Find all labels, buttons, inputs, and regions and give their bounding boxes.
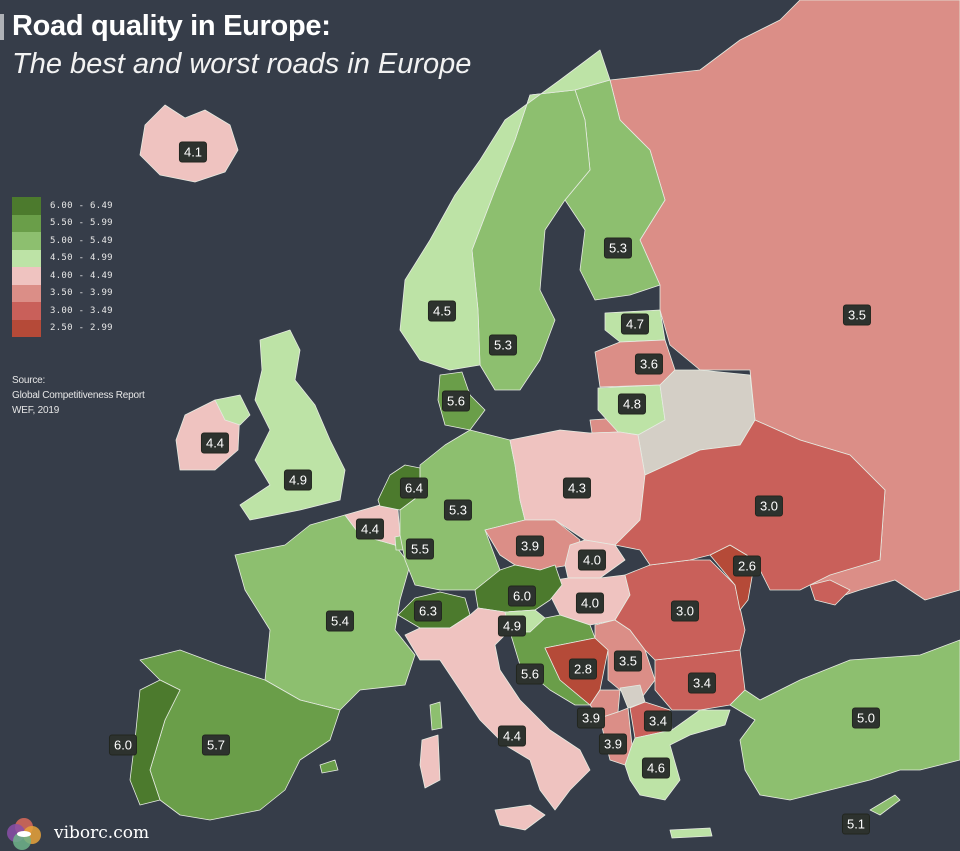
- region-italy[interactable]: [404, 607, 591, 811]
- legend-label: 4.00 - 4.49: [50, 270, 113, 281]
- value-label-moldova: 2.6: [732, 555, 762, 577]
- legend-label: 3.00 - 3.49: [50, 305, 113, 316]
- value-label-netherlands: 6.4: [399, 477, 429, 499]
- legend-item: 5.00 - 5.49: [12, 232, 113, 250]
- page-subtitle: The best and worst roads in Europe: [12, 48, 472, 80]
- region-northern-ireland: [214, 394, 251, 426]
- region-corsica: [429, 701, 443, 731]
- value-label-bosnia: 2.8: [568, 658, 598, 680]
- legend-label: 2.50 - 2.99: [50, 323, 113, 334]
- value-label-cyprus: 5.1: [841, 813, 871, 835]
- value-label-bulgaria: 3.4: [687, 672, 717, 694]
- legend-label: 6.00 - 6.49: [50, 200, 113, 211]
- value-label-montenegro: 3.9: [576, 707, 606, 729]
- value-label-ukraine: 3.0: [754, 495, 784, 517]
- value-label-austria: 6.0: [507, 585, 537, 607]
- region-norway[interactable]: [399, 49, 611, 371]
- value-label-italy: 4.4: [497, 725, 527, 747]
- region-france[interactable]: [234, 514, 416, 711]
- legend-item: 2.50 - 2.99: [12, 319, 113, 337]
- region-crimea: [809, 579, 851, 606]
- value-label-russia: 3.5: [842, 304, 872, 326]
- legend-item: 4.00 - 4.49: [12, 267, 113, 285]
- legend-swatch: [12, 249, 41, 267]
- value-label-albania: 3.9: [598, 733, 628, 755]
- value-label-luxembourg: 5.5: [405, 538, 435, 560]
- source-report: Global Competitiveness Report: [12, 390, 145, 401]
- value-label-france: 5.4: [325, 610, 355, 632]
- value-label-slovenia: 4.9: [497, 615, 527, 637]
- source-label: Source:: [12, 375, 46, 386]
- brand: viborc.com: [4, 815, 149, 851]
- value-label-macedonia: 3.4: [643, 710, 673, 732]
- value-label-lithuania: 4.8: [617, 393, 647, 415]
- region-sardinia: [419, 734, 441, 789]
- value-label-sweden: 5.3: [488, 334, 518, 356]
- legend-item: 4.50 - 4.99: [12, 249, 113, 267]
- value-label-romania: 3.0: [670, 600, 700, 622]
- region-portugal[interactable]: [129, 679, 181, 806]
- value-label-hungary: 4.0: [575, 592, 605, 614]
- legend-label: 4.50 - 4.99: [50, 253, 113, 264]
- value-label-denmark: 5.6: [441, 390, 471, 412]
- source-note: Source: Global Competitiveness Report WE…: [12, 373, 145, 418]
- brand-logo-icon: [7, 818, 41, 850]
- legend-swatch: [12, 214, 41, 232]
- legend-swatch: [12, 302, 41, 320]
- value-label-spain: 5.7: [201, 734, 231, 756]
- legend-swatch: [12, 267, 41, 285]
- value-label-croatia: 5.6: [515, 663, 545, 685]
- value-label-belgium: 4.4: [355, 518, 385, 540]
- region-cyprus[interactable]: [869, 794, 901, 816]
- value-label-turkey: 5.0: [851, 707, 881, 729]
- brand-name: viborc.com: [54, 823, 150, 843]
- legend-swatch: [12, 284, 41, 302]
- value-label-czech: 3.9: [515, 535, 545, 557]
- legend-swatch: [12, 319, 41, 337]
- value-label-finland: 5.3: [603, 237, 633, 259]
- page-title: Road quality in Europe:: [12, 10, 331, 42]
- value-label-switzerland: 6.3: [413, 600, 443, 622]
- legend-label: 3.50 - 3.99: [50, 288, 113, 299]
- region-balearic: [319, 759, 339, 774]
- value-label-estonia: 4.7: [620, 313, 650, 335]
- value-label-ireland: 4.4: [200, 432, 230, 454]
- legend-label: 5.00 - 5.49: [50, 235, 113, 246]
- legend-swatch: [12, 232, 41, 250]
- legend-swatch: [12, 197, 41, 215]
- value-label-greece: 4.6: [641, 757, 671, 779]
- legend-item: 3.50 - 3.99: [12, 284, 113, 302]
- value-label-slovakia: 4.0: [577, 549, 607, 571]
- legend-item: 5.50 - 5.99: [12, 214, 113, 232]
- legend: 6.00 - 6.49 5.50 - 5.99 5.00 - 5.49 4.50…: [12, 197, 113, 337]
- title-accent-bar: [0, 14, 4, 40]
- region-turkey[interactable]: [729, 639, 960, 801]
- legend-item: 3.00 - 3.49: [12, 302, 113, 320]
- region-sicily: [494, 804, 546, 831]
- legend-label: 5.50 - 5.99: [50, 218, 113, 229]
- value-label-serbia: 3.5: [613, 650, 643, 672]
- value-label-portugal: 6.0: [108, 734, 138, 756]
- value-label-iceland: 4.1: [178, 141, 208, 163]
- region-crete: [669, 827, 713, 839]
- value-label-norway: 4.5: [427, 300, 457, 322]
- source-publisher: WEF, 2019: [12, 405, 60, 416]
- value-label-latvia: 3.6: [634, 353, 664, 375]
- value-label-poland: 4.3: [562, 477, 592, 499]
- region-uk[interactable]: [239, 329, 346, 521]
- legend-item: 6.00 - 6.49: [12, 197, 113, 215]
- value-label-uk: 4.9: [283, 469, 313, 491]
- region-ukraine[interactable]: [614, 419, 886, 591]
- value-label-germany: 5.3: [443, 499, 473, 521]
